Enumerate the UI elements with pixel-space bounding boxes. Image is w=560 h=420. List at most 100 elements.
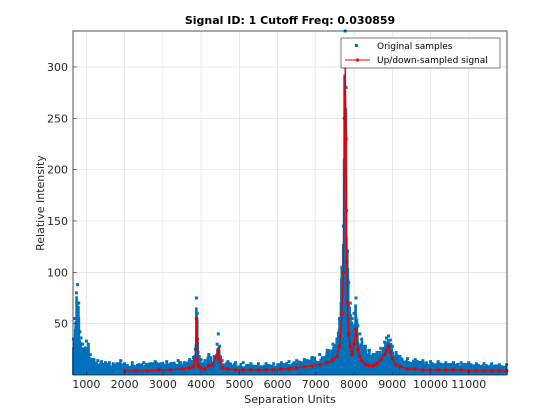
original-sample-point xyxy=(338,317,342,321)
resampled-signal-point xyxy=(168,368,173,372)
original-sample-point xyxy=(295,359,299,363)
original-sample-point xyxy=(318,352,322,356)
original-sample-point xyxy=(212,355,216,359)
original-sample-point xyxy=(81,342,85,346)
x-tick-label: 1000 xyxy=(72,378,100,391)
original-sample-point xyxy=(153,360,157,364)
original-sample-point xyxy=(74,291,78,295)
x-tick-label: 2000 xyxy=(111,378,139,391)
resampled-signal-point xyxy=(489,369,494,373)
resampled-signal-point xyxy=(382,352,387,357)
original-sample-point xyxy=(279,361,283,365)
resampled-signal-point xyxy=(350,352,354,357)
original-sample-point xyxy=(88,352,92,356)
resampled-signal-point xyxy=(279,367,284,371)
original-sample-point xyxy=(215,342,219,346)
original-sample-point xyxy=(360,337,364,341)
resampled-signal-point xyxy=(379,357,383,362)
original-sample-point xyxy=(367,348,371,352)
original-sample-point xyxy=(241,361,245,365)
original-sample-point xyxy=(346,250,350,254)
original-sample-point xyxy=(256,362,260,366)
resampled-signal-point xyxy=(264,368,268,372)
original-sample-point xyxy=(375,350,379,354)
original-sample-point xyxy=(352,311,356,315)
original-sample-point xyxy=(119,359,123,363)
original-sample-point xyxy=(348,301,352,305)
y-tick-label: 300 xyxy=(47,61,68,74)
ticks: 1000 2000 3000 4000 5000 6000 7000 8000 9000 1000… xyxy=(47,61,486,391)
original-sample-point xyxy=(287,360,291,364)
original-sample-point xyxy=(388,338,392,342)
original-sample-point xyxy=(195,296,199,300)
original-sample-point xyxy=(386,334,390,338)
original-sample-point xyxy=(79,336,83,340)
resampled-signal-point xyxy=(421,368,425,372)
resampled-signal-point xyxy=(352,342,356,346)
resampled-signal-point xyxy=(193,357,198,362)
resampled-signal-point xyxy=(386,344,391,349)
x-tick-label: 11000 xyxy=(451,378,486,391)
original-sample-point xyxy=(340,265,344,269)
legend-marker-original xyxy=(355,44,358,47)
original-sample-point xyxy=(226,360,230,364)
original-sample-point xyxy=(436,360,440,364)
original-sample-point xyxy=(347,281,351,285)
resampled-signal-point xyxy=(388,350,393,355)
resampled-signal-point xyxy=(482,369,486,373)
legend-marker-resampled xyxy=(355,58,360,62)
original-sample-point xyxy=(350,317,354,321)
original-sample-point xyxy=(429,360,433,364)
y-tick-label: 200 xyxy=(47,164,68,177)
resampled-signal-point xyxy=(390,356,395,361)
original-sample-point xyxy=(444,361,448,365)
legend: Original samples Up/down-sampled signal xyxy=(340,37,501,69)
resampled-signal-point xyxy=(398,364,402,369)
resampled-signal-point xyxy=(217,357,222,362)
original-sample-point xyxy=(264,362,268,366)
original-sample-point xyxy=(130,361,134,365)
resampled-signal-point xyxy=(359,358,364,363)
resampled-signal-point xyxy=(357,354,362,359)
x-tick-label: 8000 xyxy=(340,378,368,391)
y-axis-label: Relative Intensity xyxy=(34,155,47,251)
original-sample-point xyxy=(497,363,501,367)
resampled-signal-point xyxy=(497,369,502,373)
resampled-signal-point xyxy=(206,363,211,368)
x-tick-label: 3000 xyxy=(149,378,177,391)
resampled-signal-point xyxy=(134,369,138,373)
original-sample-point xyxy=(385,336,389,340)
original-sample-point xyxy=(467,361,471,365)
resampled-signal-point xyxy=(310,363,314,368)
resampled-signal-point xyxy=(451,368,456,372)
resampled-signal-point xyxy=(256,368,261,372)
series-original-samples xyxy=(71,29,509,375)
original-sample-point xyxy=(176,359,180,363)
axes-box xyxy=(72,30,508,376)
original-sample-point xyxy=(249,362,253,366)
original-sample-point xyxy=(220,359,224,363)
original-sample-point xyxy=(474,362,478,366)
original-sample-point xyxy=(335,337,339,341)
resampled-signal-point xyxy=(344,260,349,264)
original-sample-point xyxy=(92,358,96,362)
resampled-signal-point xyxy=(356,347,360,352)
resampled-signal-point xyxy=(214,354,219,359)
original-sample-point xyxy=(207,352,211,356)
original-sample-point xyxy=(398,355,402,359)
plot-area: 1000 2000 3000 4000 5000 6000 7000 8000 9000 1000… xyxy=(47,29,509,391)
resampled-signal-point xyxy=(145,369,150,373)
resampled-signal-point xyxy=(348,344,353,349)
legend-item-resampled: Up/down-sampled signal xyxy=(345,56,488,66)
original-sample-point xyxy=(197,355,201,359)
original-sample-point xyxy=(115,362,119,366)
resampled-signal-point xyxy=(394,362,398,367)
resampled-signal-point xyxy=(436,368,440,372)
resampled-signal-point xyxy=(226,367,230,371)
original-sample-point xyxy=(371,352,375,356)
resampled-signal-point xyxy=(195,337,200,341)
original-sample-point xyxy=(406,357,410,361)
original-sample-point xyxy=(217,344,221,348)
resampled-signal-point xyxy=(216,347,221,352)
